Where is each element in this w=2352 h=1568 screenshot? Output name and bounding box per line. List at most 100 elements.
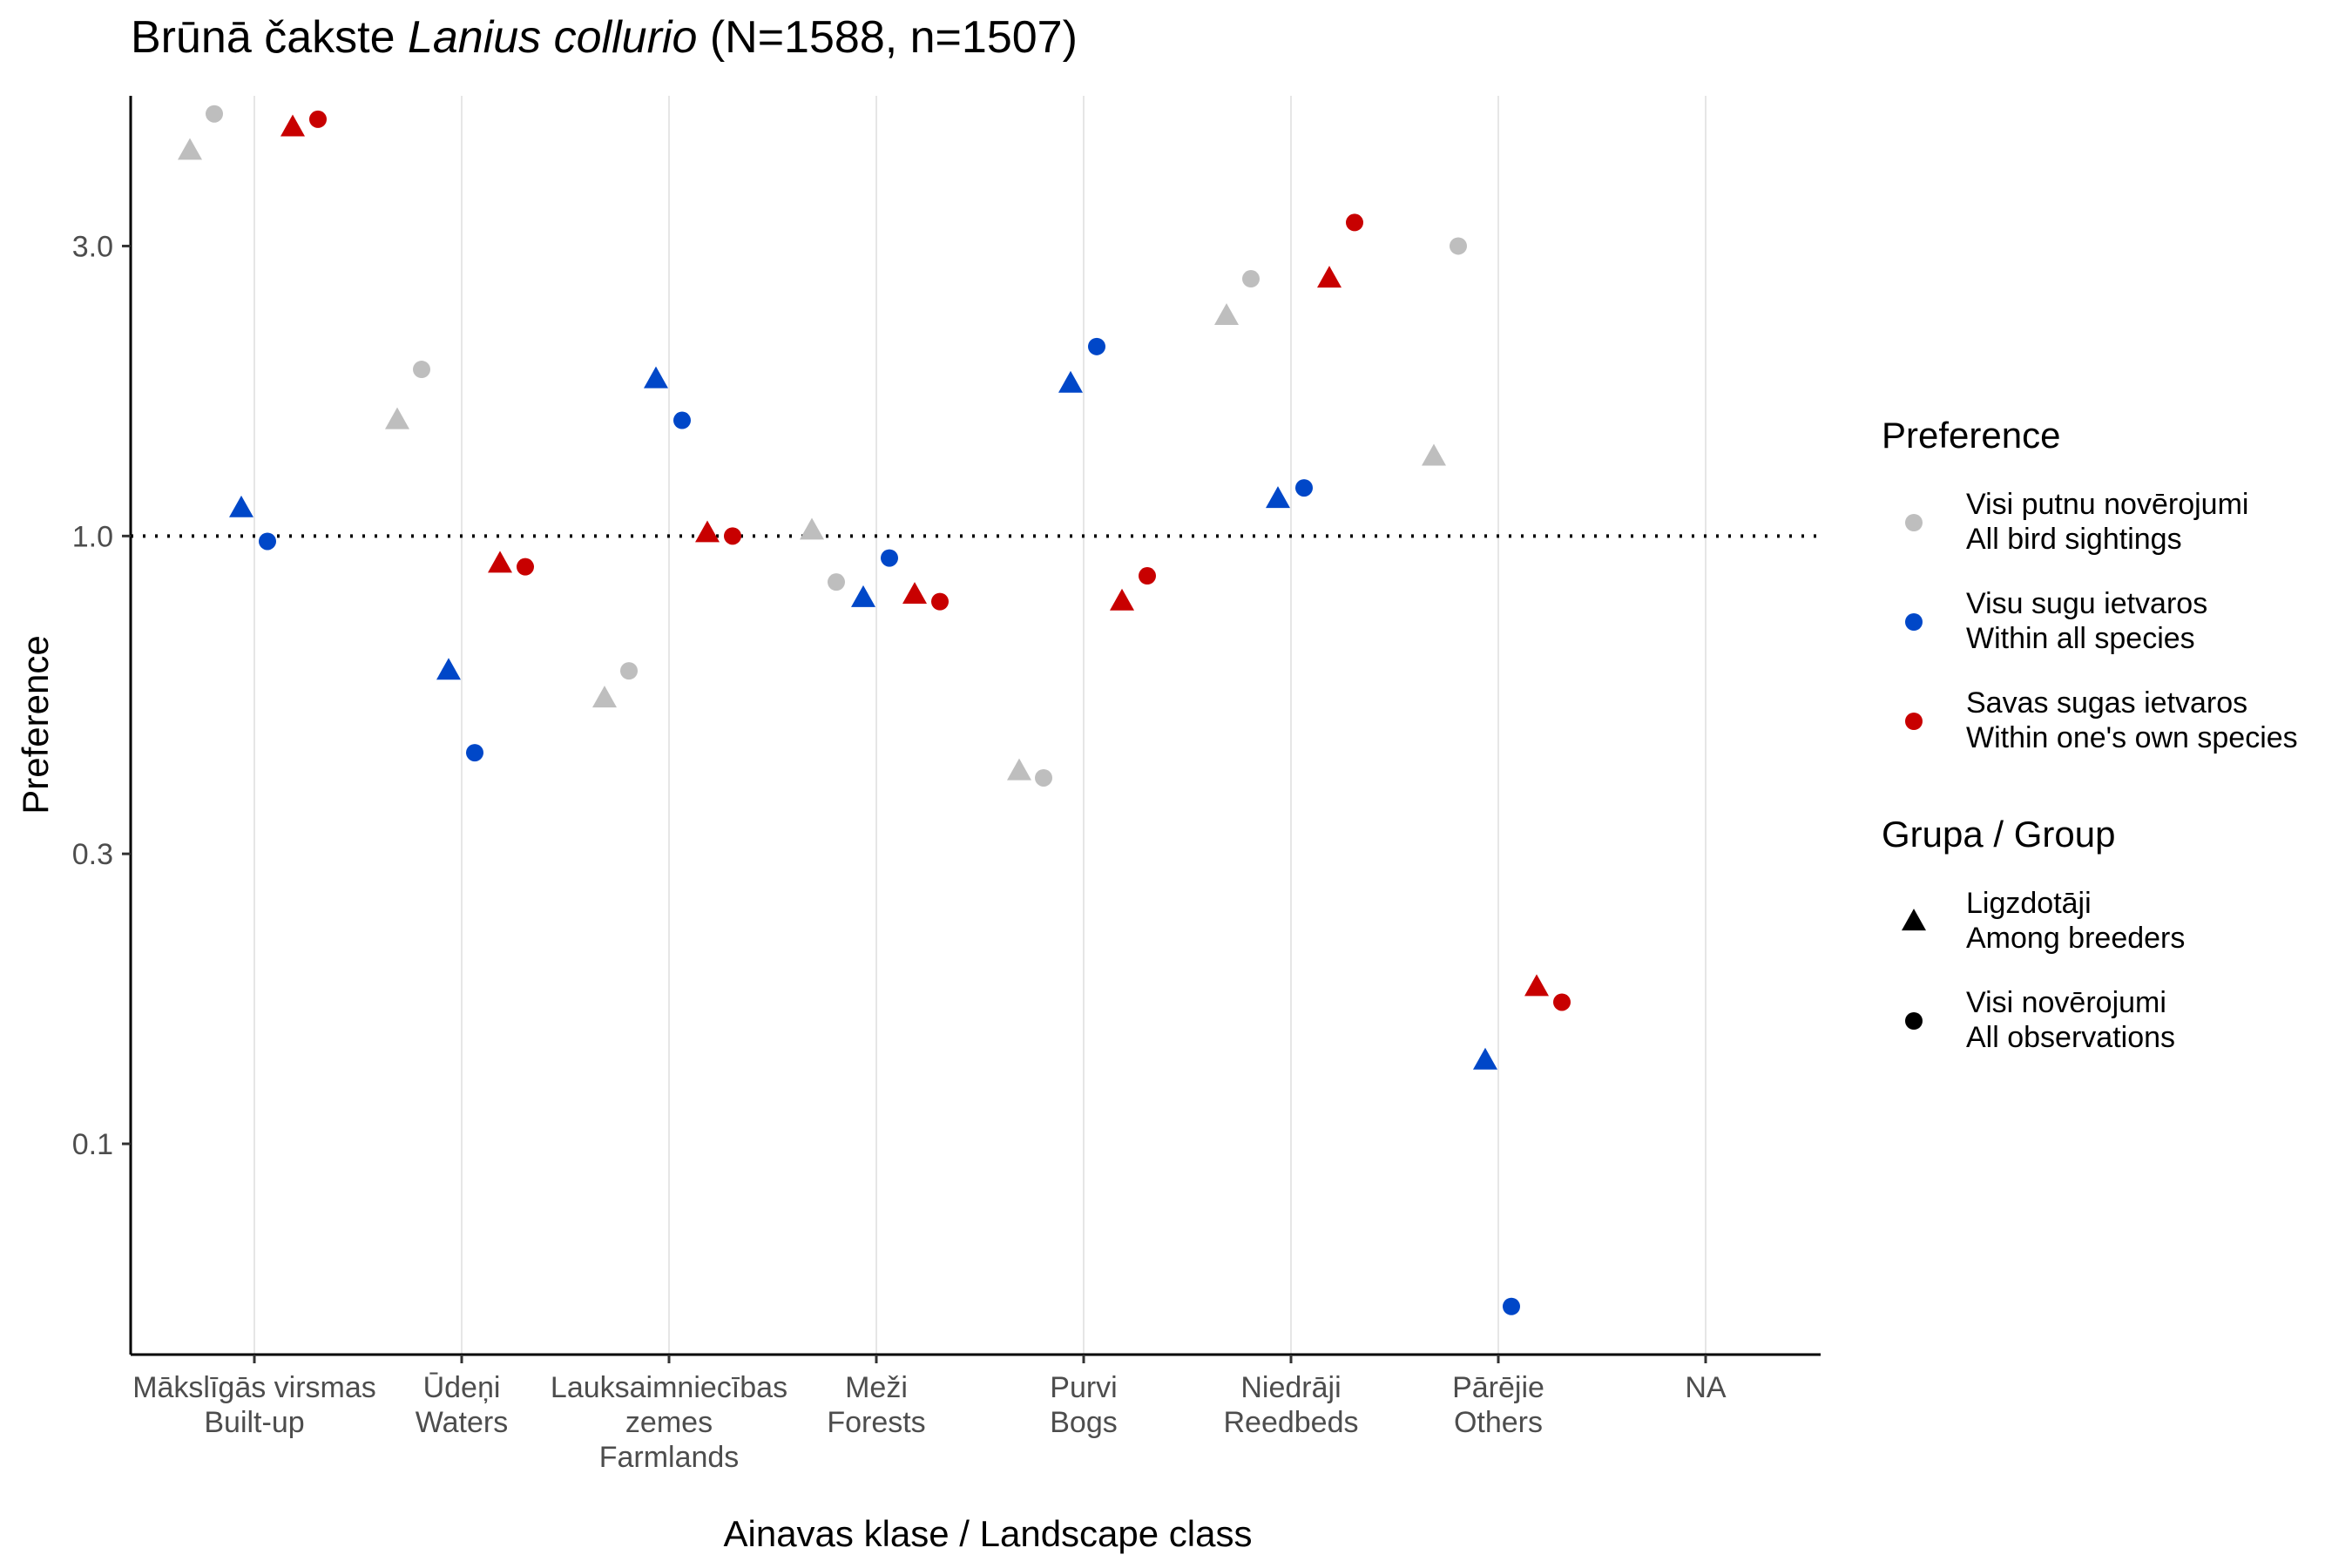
data-point-others-all_birds-breeders bbox=[1422, 443, 1446, 466]
x-tick-label-line: Built-up bbox=[204, 1406, 304, 1439]
data-point-others-own_species-all_obs bbox=[1553, 993, 1571, 1011]
x-tick-label-line: Lauksaimniecības bbox=[551, 1371, 787, 1404]
data-point-reedbeds-all_birds-breeders bbox=[1214, 303, 1239, 326]
legend-label-all_species: Visu sugu ietvaros Within all species bbox=[1966, 587, 2207, 655]
data-point-bogs-all_birds-breeders bbox=[1007, 758, 1031, 781]
x-tick-label-line: Farmlands bbox=[599, 1441, 740, 1474]
data-point-forests-all_birds-breeders bbox=[800, 517, 824, 540]
data-point-forests-own_species-all_obs bbox=[931, 592, 949, 611]
legend-label-line: Savas sugas ietvaros bbox=[1966, 686, 2247, 720]
legend-label-line: Ligzdotāji bbox=[1966, 887, 2092, 920]
data-point-forests-own_species-breeders bbox=[902, 582, 927, 605]
data-point-waters-own_species-all_obs bbox=[517, 558, 534, 576]
x-tick-label-line: Purvi bbox=[1050, 1371, 1117, 1404]
data-point-reedbeds-all_birds-all_obs bbox=[1242, 270, 1260, 288]
data-point-bogs-all_birds-all_obs bbox=[1035, 768, 1052, 787]
data-point-bogs-own_species-all_obs bbox=[1139, 567, 1156, 585]
data-point-reedbeds-all_species-all_obs bbox=[1295, 479, 1313, 497]
x-tick-label-na: NA bbox=[1685, 1371, 1727, 1404]
legend-key-own_species bbox=[1905, 713, 1923, 730]
data-point-bogs-own_species-breeders bbox=[1110, 588, 1134, 611]
x-tick-label-line: Meži bbox=[845, 1371, 908, 1404]
y-axis-title: Preference bbox=[15, 635, 56, 814]
data-point-farmlands-own_species-all_obs bbox=[724, 527, 741, 545]
legend-title-preference: Preference bbox=[1882, 415, 2060, 456]
data-point-farmlands-own_species-breeders bbox=[695, 520, 720, 543]
legend-label-line: Visu sugu ietvaros bbox=[1966, 587, 2207, 620]
x-tick-label-line: Others bbox=[1454, 1406, 1543, 1439]
grid-lines bbox=[253, 96, 1707, 1355]
legend-label-line: Visi novērojumi bbox=[1966, 986, 2166, 1019]
x-tick-label-line: Reedbeds bbox=[1223, 1406, 1358, 1439]
data-point-waters-all_species-all_obs bbox=[466, 744, 483, 762]
y-tick-label: 1.0 bbox=[72, 520, 113, 553]
x-tick-label-line: Pārējie bbox=[1452, 1371, 1544, 1404]
x-tick-label-line: zemes bbox=[625, 1406, 713, 1439]
x-tick-label-line: Mākslīgās virsmas bbox=[132, 1371, 376, 1404]
legend-label-line: All observations bbox=[1966, 1021, 2175, 1054]
x-tick-label-forests: Meži Forests bbox=[827, 1371, 925, 1439]
x-tick-label-line: Niedrāji bbox=[1240, 1371, 1341, 1404]
data-point-others-all_birds-all_obs bbox=[1450, 237, 1467, 255]
legend-label-line: Within one's own species bbox=[1966, 721, 2298, 754]
legend-key-all_obs bbox=[1905, 1012, 1923, 1030]
data-point-farmlands-all_species-all_obs bbox=[673, 411, 691, 429]
y-axis-ticks: 0.1 0.3 1.0 3.0 bbox=[72, 230, 131, 1161]
x-tick-label-farmlands: Lauksaimniecības zemes Farmlands bbox=[551, 1371, 787, 1474]
x-tick-label-line: Waters bbox=[416, 1406, 508, 1439]
data-point-farmlands-all_birds-breeders bbox=[592, 686, 617, 708]
y-tick-label: 0.3 bbox=[72, 838, 113, 871]
data-point-waters-all_species-breeders bbox=[436, 658, 461, 680]
data-point-others-all_species-breeders bbox=[1473, 1047, 1497, 1070]
y-tick-label: 3.0 bbox=[72, 230, 113, 263]
x-tick-label-line: Bogs bbox=[1050, 1406, 1118, 1439]
x-tick-label-builtup: Mākslīgās virsmas Built-up bbox=[132, 1371, 376, 1439]
x-tick-label-reedbeds: Niedrāji Reedbeds bbox=[1223, 1371, 1358, 1439]
legend-label-line: Within all species bbox=[1966, 622, 2195, 655]
data-point-farmlands-all_birds-all_obs bbox=[620, 662, 638, 680]
data-point-waters-all_birds-breeders bbox=[385, 407, 409, 429]
legend-title-group: Grupa / Group bbox=[1882, 814, 2115, 855]
data-point-forests-all_species-all_obs bbox=[881, 549, 898, 567]
legend-label-own_species: Savas sugas ietvaros Within one's own spe… bbox=[1966, 686, 2298, 754]
data-point-reedbeds-all_species-breeders bbox=[1266, 486, 1290, 509]
x-tick-label-line: Forests bbox=[827, 1406, 925, 1439]
x-axis-title: Ainavas klase / Landscape class bbox=[723, 1513, 1252, 1554]
data-points bbox=[178, 105, 1571, 1315]
data-point-waters-own_species-breeders bbox=[488, 551, 512, 573]
legend-label-line: Among breeders bbox=[1966, 922, 2185, 955]
legend-label-all_birds: Visi putnu novērojumi All bird sightings bbox=[1966, 488, 2248, 556]
chart-title: Brūnā čakste Lanius collurio (N=1588, n=… bbox=[131, 12, 1078, 63]
legend: Preference Visi putnu novērojumi All bird … bbox=[1882, 415, 2298, 1054]
data-point-others-all_species-all_obs bbox=[1503, 1297, 1520, 1315]
data-point-builtup-all_birds-all_obs bbox=[206, 105, 223, 123]
legend-key-breeders bbox=[1902, 909, 1926, 931]
data-point-reedbeds-own_species-breeders bbox=[1317, 266, 1342, 288]
legend-key-all_species bbox=[1905, 613, 1923, 631]
legend-key-all_birds bbox=[1905, 514, 1923, 531]
data-point-reedbeds-own_species-all_obs bbox=[1346, 213, 1363, 232]
data-point-forests-all_species-breeders bbox=[851, 585, 875, 607]
title-species: Lanius collurio bbox=[408, 12, 697, 63]
data-point-waters-all_birds-all_obs bbox=[413, 361, 430, 379]
data-point-builtup-own_species-all_obs bbox=[309, 110, 327, 128]
x-tick-label-others: Pārējie Others bbox=[1452, 1371, 1544, 1439]
x-axis-ticks: Mākslīgās virsmas Built-up Ūdeņi Waters Lauk… bbox=[132, 1355, 1727, 1474]
legend-label-line: All bird sightings bbox=[1966, 523, 2182, 556]
data-point-builtup-all_birds-breeders bbox=[178, 138, 202, 160]
data-point-bogs-all_species-breeders bbox=[1058, 370, 1083, 393]
data-point-builtup-own_species-breeders bbox=[280, 114, 305, 137]
data-point-farmlands-all_species-breeders bbox=[644, 366, 668, 389]
x-tick-label-line: NA bbox=[1685, 1371, 1727, 1404]
data-point-bogs-all_species-all_obs bbox=[1088, 337, 1105, 355]
data-point-others-own_species-breeders bbox=[1524, 974, 1549, 997]
data-point-builtup-all_species-all_obs bbox=[259, 532, 276, 551]
y-tick-label: 0.1 bbox=[72, 1128, 113, 1161]
legend-label-line: Visi putnu novērojumi bbox=[1966, 488, 2248, 521]
title-suffix: (N=1588, n=1507) bbox=[697, 12, 1078, 63]
data-point-forests-all_birds-all_obs bbox=[828, 573, 845, 591]
title-prefix: Brūnā čakste bbox=[131, 12, 408, 63]
x-tick-label-waters: Ūdeņi Waters bbox=[416, 1371, 508, 1439]
data-point-builtup-all_species-breeders bbox=[229, 495, 253, 517]
